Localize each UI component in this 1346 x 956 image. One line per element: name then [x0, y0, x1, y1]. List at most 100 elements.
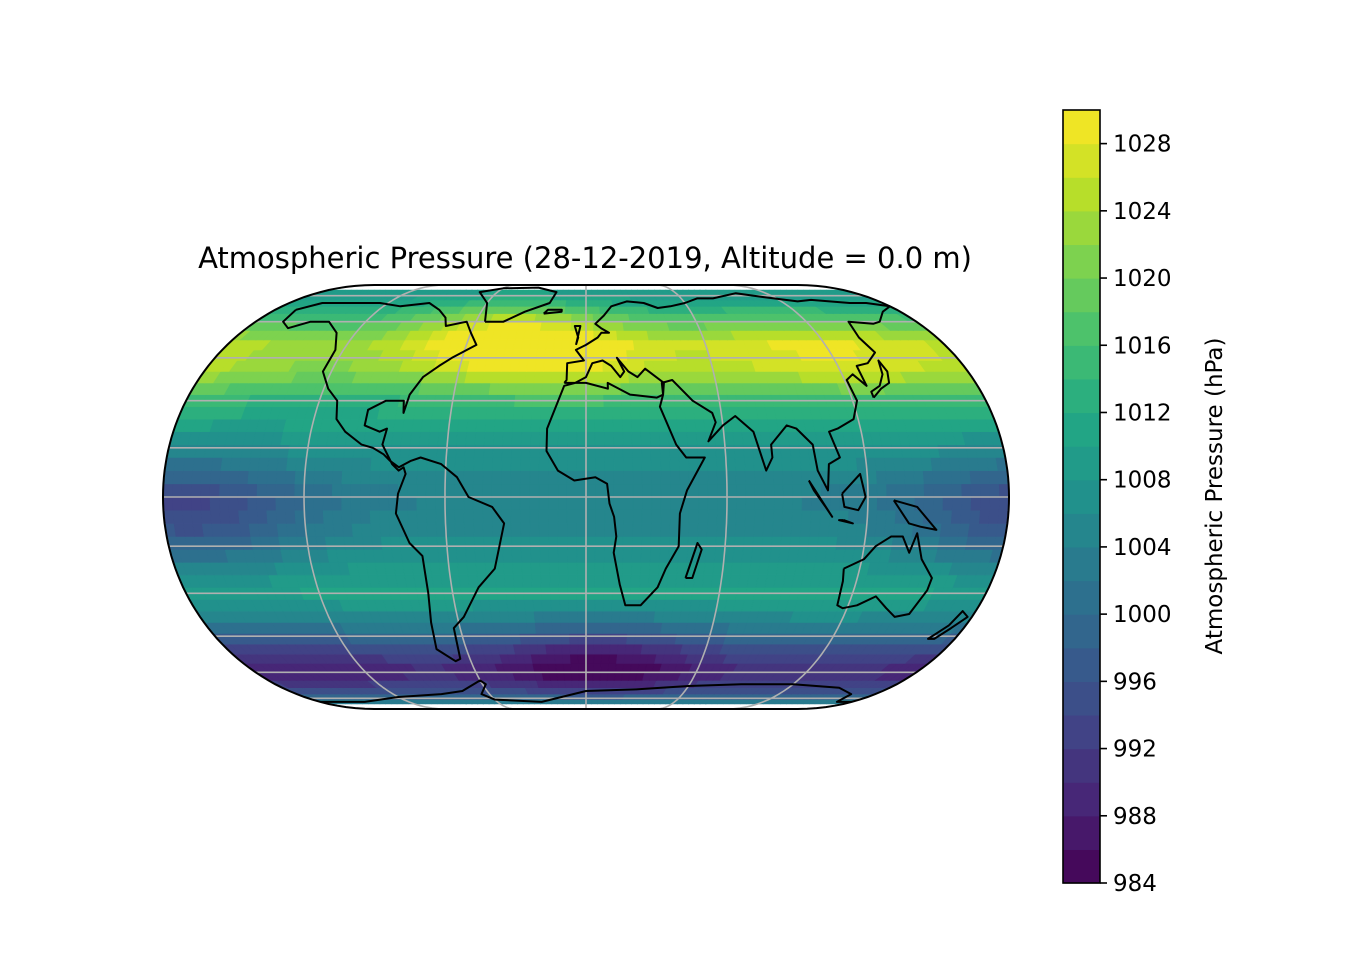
- field-cell: [567, 536, 578, 550]
- field-cell: [464, 536, 476, 550]
- field-cell: [456, 431, 468, 445]
- field-cell: [540, 406, 551, 420]
- field-cell: [772, 509, 784, 524]
- field-cell: [454, 523, 466, 537]
- field-cell: [563, 671, 573, 681]
- field-cell: [397, 496, 408, 511]
- field-cell: [219, 483, 230, 498]
- field-cell: [932, 509, 944, 524]
- field-cell: [595, 483, 606, 498]
- field-cell: [501, 444, 513, 458]
- colorbar-band: [1063, 647, 1100, 682]
- field-cell: [534, 360, 545, 372]
- field-cell: [388, 470, 400, 485]
- field-cell: [639, 574, 650, 588]
- field-cell: [837, 457, 849, 471]
- field-cell: [576, 610, 587, 623]
- field-cell: [960, 470, 972, 485]
- field-cell: [678, 457, 690, 471]
- field-cell: [593, 622, 604, 634]
- field-cell: [342, 523, 354, 537]
- field-cell: [551, 360, 562, 372]
- field-cell: [576, 574, 587, 588]
- field-cell: [585, 313, 594, 323]
- field-cell: [618, 622, 629, 634]
- field-cell: [666, 406, 678, 420]
- field-cell: [623, 470, 634, 485]
- field-cell: [942, 496, 953, 511]
- field-cell: [641, 496, 653, 511]
- field-cell: [631, 418, 642, 433]
- field-cell: [666, 574, 678, 588]
- colorbar-tick-label: 1012: [1113, 400, 1172, 426]
- field-cell: [641, 483, 653, 498]
- field-cell: [651, 496, 662, 511]
- coastline: [545, 292, 891, 607]
- field-cell: [567, 406, 578, 420]
- field-cell: [707, 470, 718, 485]
- field-cell: [548, 496, 559, 511]
- field-cell: [521, 418, 532, 433]
- field-cell: [493, 431, 504, 445]
- field-cell: [553, 643, 563, 655]
- field-cell: [389, 536, 402, 550]
- field-cell: [463, 457, 475, 471]
- field-cell: [465, 549, 477, 563]
- field-cell: [569, 643, 579, 655]
- field-cell: [762, 523, 774, 537]
- field-cell: [548, 523, 559, 537]
- field-cell: [622, 536, 633, 550]
- field-cell: [635, 622, 646, 634]
- field-cell: [558, 574, 569, 588]
- field-cell: [520, 549, 532, 563]
- field-cell: [563, 313, 573, 323]
- field-cell: [837, 523, 849, 537]
- colorbar-band: [1063, 580, 1100, 615]
- field-cell: [883, 523, 896, 537]
- field-cell: [592, 671, 602, 681]
- gridlines: [163, 285, 1009, 709]
- colorbar-band: [1063, 479, 1100, 514]
- field-cell: [407, 523, 419, 537]
- field-cell: [706, 457, 718, 471]
- field-cell: [969, 509, 981, 524]
- field-cell: [885, 509, 897, 524]
- field-cell: [550, 599, 561, 612]
- field-cell: [275, 483, 286, 498]
- field-cell: [399, 444, 411, 458]
- field-cell: [497, 382, 509, 395]
- field-cell: [567, 574, 578, 588]
- field-cell: [284, 483, 296, 498]
- field-cell: [716, 509, 728, 524]
- field-cell: [547, 321, 557, 331]
- field-cell: [809, 523, 821, 537]
- field-cell: [562, 653, 572, 664]
- field-cell: [303, 470, 315, 485]
- field-cell: [400, 549, 413, 563]
- field-cell: [585, 610, 596, 623]
- field-cell: [827, 523, 840, 537]
- field-cell: [362, 536, 374, 550]
- field-cell: [435, 523, 447, 537]
- field-cell: [350, 470, 362, 485]
- field-cell: [566, 457, 578, 471]
- field-cell: [313, 509, 325, 524]
- field-cell: [745, 483, 756, 498]
- field-cell: [570, 663, 580, 673]
- field-cell: [523, 599, 535, 612]
- field-cell: [539, 561, 551, 576]
- field-cell: [533, 610, 544, 623]
- field-cell: [228, 496, 239, 511]
- field-cell: [585, 289, 593, 295]
- field-cell: [622, 444, 633, 458]
- field-cell: [181, 509, 194, 524]
- field-cell: [527, 349, 538, 361]
- field-cell: [369, 470, 381, 485]
- field-cell: [875, 470, 887, 485]
- field-cell: [641, 536, 652, 550]
- field-cell: [526, 360, 537, 372]
- field-cell: [548, 561, 560, 576]
- field-cell: [885, 470, 897, 485]
- field-cell: [510, 483, 521, 498]
- field-cell: [474, 431, 486, 445]
